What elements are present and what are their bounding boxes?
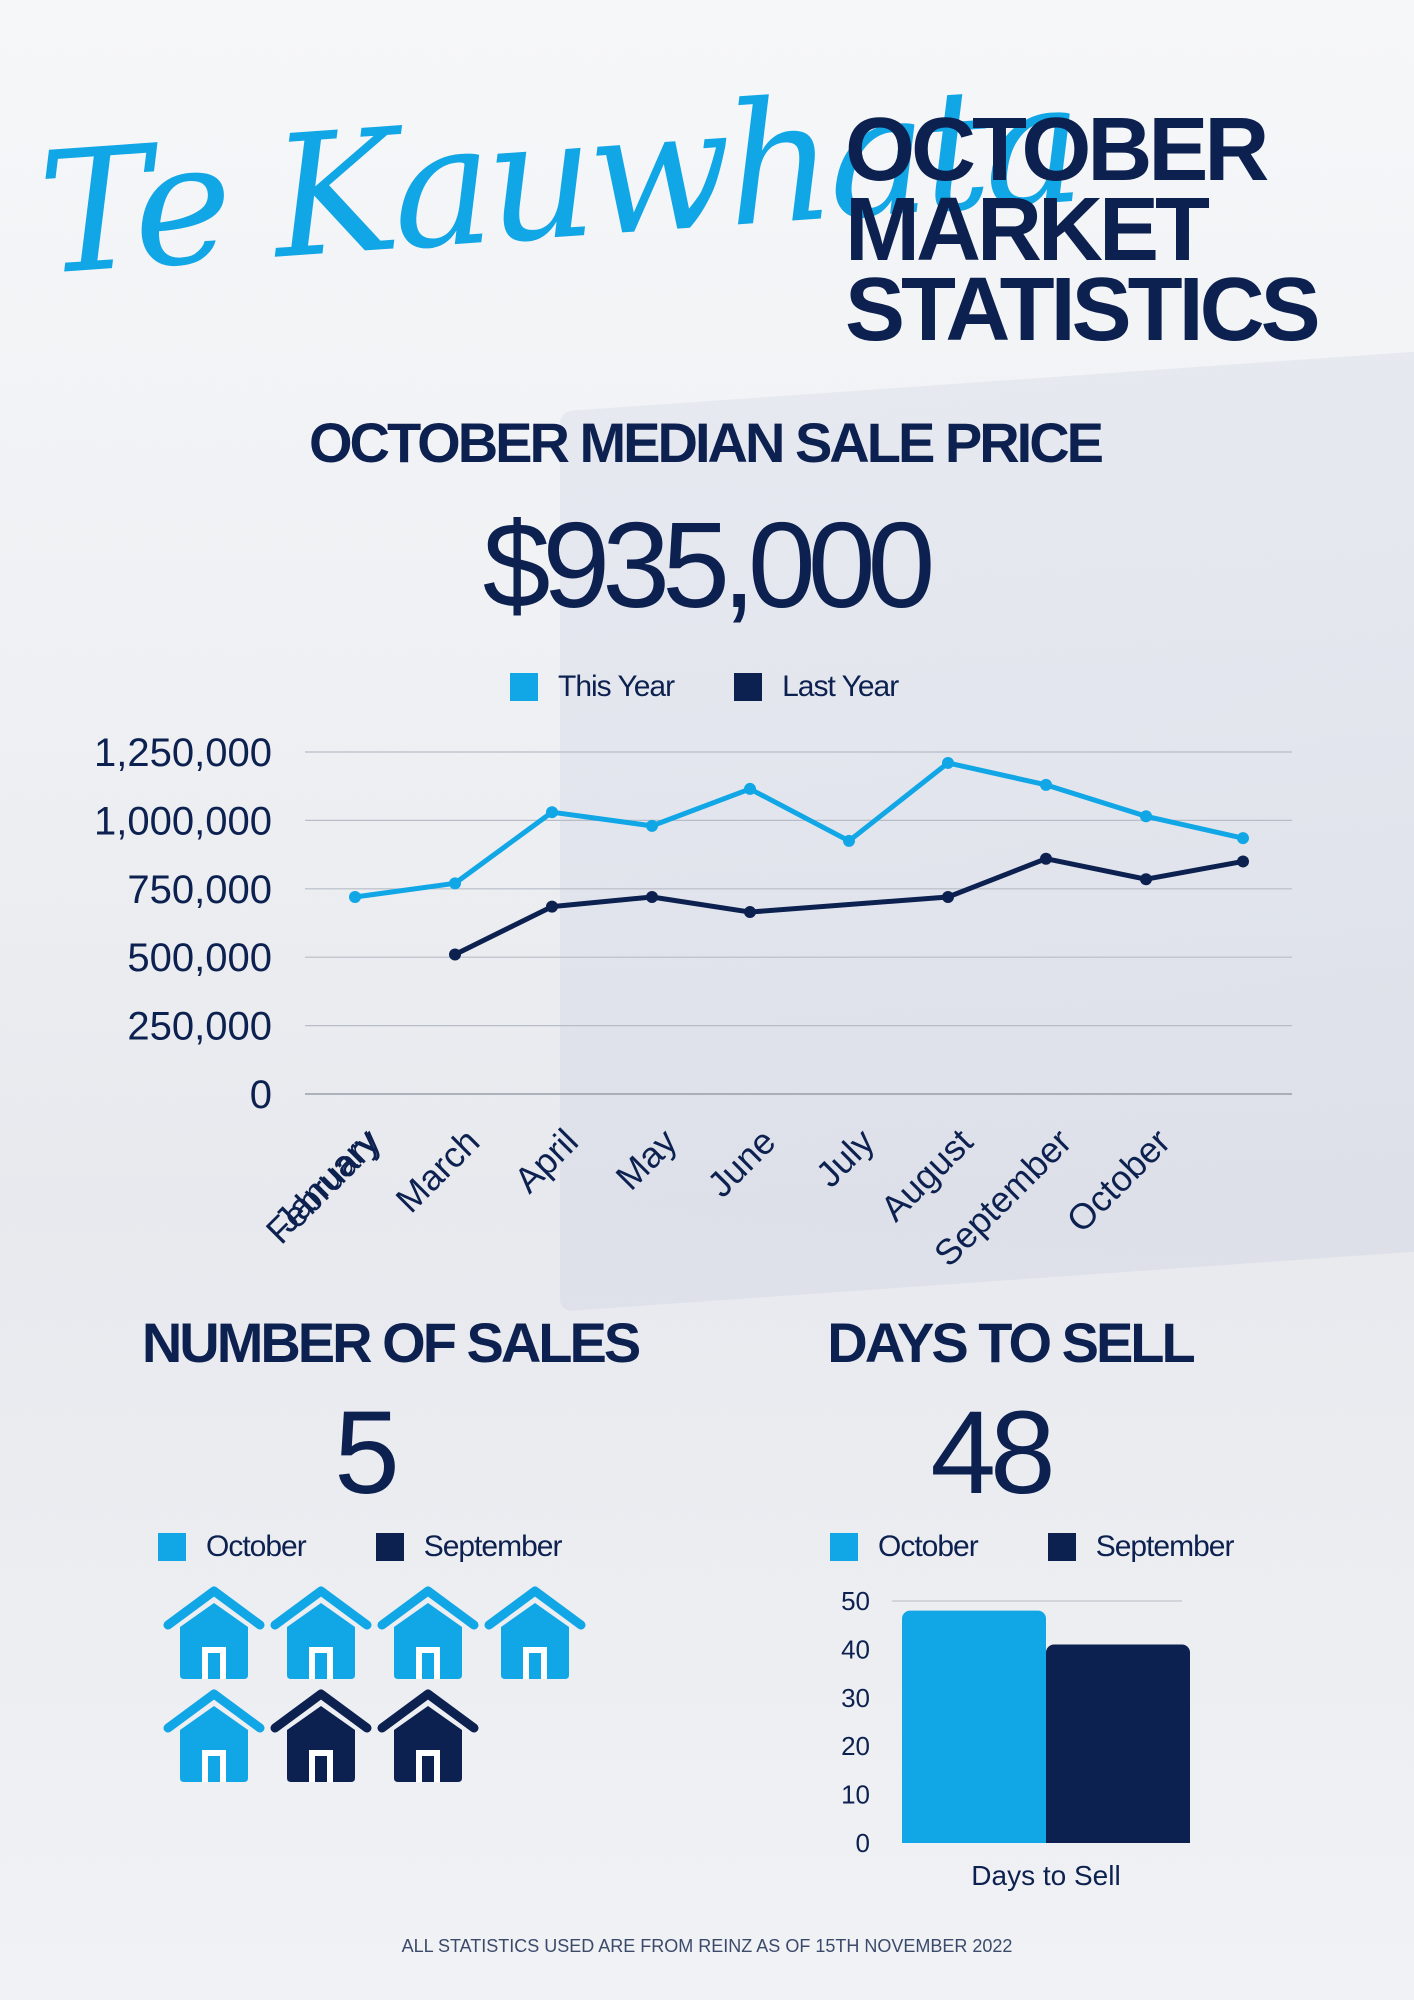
price-chart-legend: This Year Last Year (510, 670, 899, 704)
price-y-tick-label: 1,250,000 (94, 731, 272, 775)
last-year-point (1140, 873, 1152, 886)
days-legend-item-october: October (830, 1530, 979, 1564)
legend-label-this-year: This Year (558, 670, 675, 703)
last-year-point (744, 906, 756, 919)
heading-line-2: MARKET (845, 180, 1210, 280)
price-x-tick-label: June (699, 1121, 783, 1205)
sales-legend: October September (158, 1530, 563, 1564)
median-price-line-chart: 1,250,000 1,000,000 750,000 500,000 250,000 0… (94, 731, 1292, 1274)
days-y-tick-label: 10 (841, 1780, 870, 1810)
sales-legend-swatch-october (158, 1533, 186, 1561)
sales-title: NUMBER OF SALES (141, 1311, 641, 1374)
days-bar-base (1046, 1833, 1190, 1843)
price-x-tick-label: March (388, 1121, 488, 1221)
house-icon-october (377, 1586, 479, 1679)
days-to-sell-bar-chart: 50 40 30 20 10 0 Days to Sell (841, 1586, 1190, 1891)
price-x-tick-label: July (808, 1121, 882, 1195)
price-x-tick-label: February (258, 1121, 389, 1252)
sales-legend-label-september: September (423, 1530, 563, 1563)
last-year-point (1040, 852, 1052, 865)
days-legend: October September (830, 1530, 1235, 1564)
house-icon-october (270, 1586, 372, 1679)
heading-line-3: STATISTICS (845, 260, 1321, 360)
heading-line-1: OCTOBER (845, 100, 1269, 200)
house-icon-october (484, 1586, 586, 1679)
legend-swatch-this-year (510, 673, 538, 701)
this-year-point (1040, 778, 1052, 791)
days-legend-swatch-september (1047, 1533, 1076, 1561)
this-year-point (1237, 832, 1249, 845)
this-year-point (744, 782, 756, 795)
this-year-point (449, 877, 461, 890)
legend-item-last-year: Last Year (734, 670, 899, 704)
last-year-point (1237, 855, 1249, 868)
price-y-tick-label: 0 (250, 1073, 272, 1117)
last-year-point (546, 900, 558, 913)
source-footnote: ALL STATISTICS USED ARE FROM REINZ AS OF… (401, 1936, 1013, 1956)
days-y-tick-label: 50 (841, 1586, 870, 1616)
last-year-point (449, 948, 461, 961)
report-heading: OCTOBER MARKET STATISTICS (845, 100, 1365, 360)
price-y-tick-label: 250,000 (127, 1005, 272, 1049)
this-year-point (1140, 810, 1152, 823)
this-year-line (354, 760, 1244, 900)
days-y-tick-label: 0 (856, 1828, 870, 1858)
sales-legend-swatch-september (375, 1533, 404, 1561)
house-icon-september (377, 1689, 479, 1782)
days-title: DAYS TO SELL (827, 1311, 1195, 1374)
price-x-tick-label: May (608, 1121, 685, 1198)
sales-value: 5 (334, 1387, 400, 1519)
town-script-title: Te Kauwhata (33, 44, 1084, 313)
last-year-point (646, 891, 658, 904)
this-year-point (349, 891, 361, 904)
this-year-point (646, 819, 658, 832)
last-year-line (453, 856, 1244, 957)
sales-legend-item-september: September (375, 1530, 563, 1564)
legend-label-last-year: Last Year (782, 670, 899, 703)
days-y-tick-label: 20 (841, 1731, 870, 1761)
house-icon-september (270, 1689, 372, 1782)
legend-item-this-year: This Year (510, 670, 675, 704)
days-legend-item-september: September (1047, 1530, 1235, 1564)
days-bar-october (902, 1610, 1046, 1843)
days-legend-label-september: September (1095, 1530, 1235, 1563)
legend-swatch-last-year (734, 673, 763, 701)
price-y-tick-label: 1,000,000 (94, 799, 272, 843)
days-legend-swatch-october (830, 1533, 858, 1561)
sales-legend-label-october: October (206, 1530, 307, 1563)
days-y-tick-label: 40 (841, 1634, 870, 1664)
sales-legend-item-october: October (158, 1530, 307, 1564)
days-legend-label-october: October (878, 1530, 979, 1563)
days-y-tick-label: 30 (841, 1683, 870, 1713)
price-x-tick-label: April (506, 1121, 586, 1201)
price-y-tick-label: 500,000 (127, 936, 272, 980)
this-year-point (942, 756, 954, 769)
this-year-point (843, 834, 855, 847)
days-bar-base (902, 1833, 1046, 1843)
median-price-value: $935,000 (482, 497, 936, 633)
house-icon-october (163, 1586, 265, 1679)
price-x-tick-label: October (1058, 1121, 1178, 1241)
days-value: 48 (930, 1387, 1055, 1519)
price-y-tick-label: 750,000 (127, 868, 272, 912)
house-icon-october (163, 1689, 265, 1782)
last-year-point (942, 891, 954, 904)
days-x-category-label: Days to Sell (971, 1860, 1120, 1891)
median-price-title: OCTOBER MEDIAN SALE PRICE (308, 411, 1104, 474)
days-bar-september (1046, 1644, 1190, 1843)
this-year-point (546, 806, 558, 819)
